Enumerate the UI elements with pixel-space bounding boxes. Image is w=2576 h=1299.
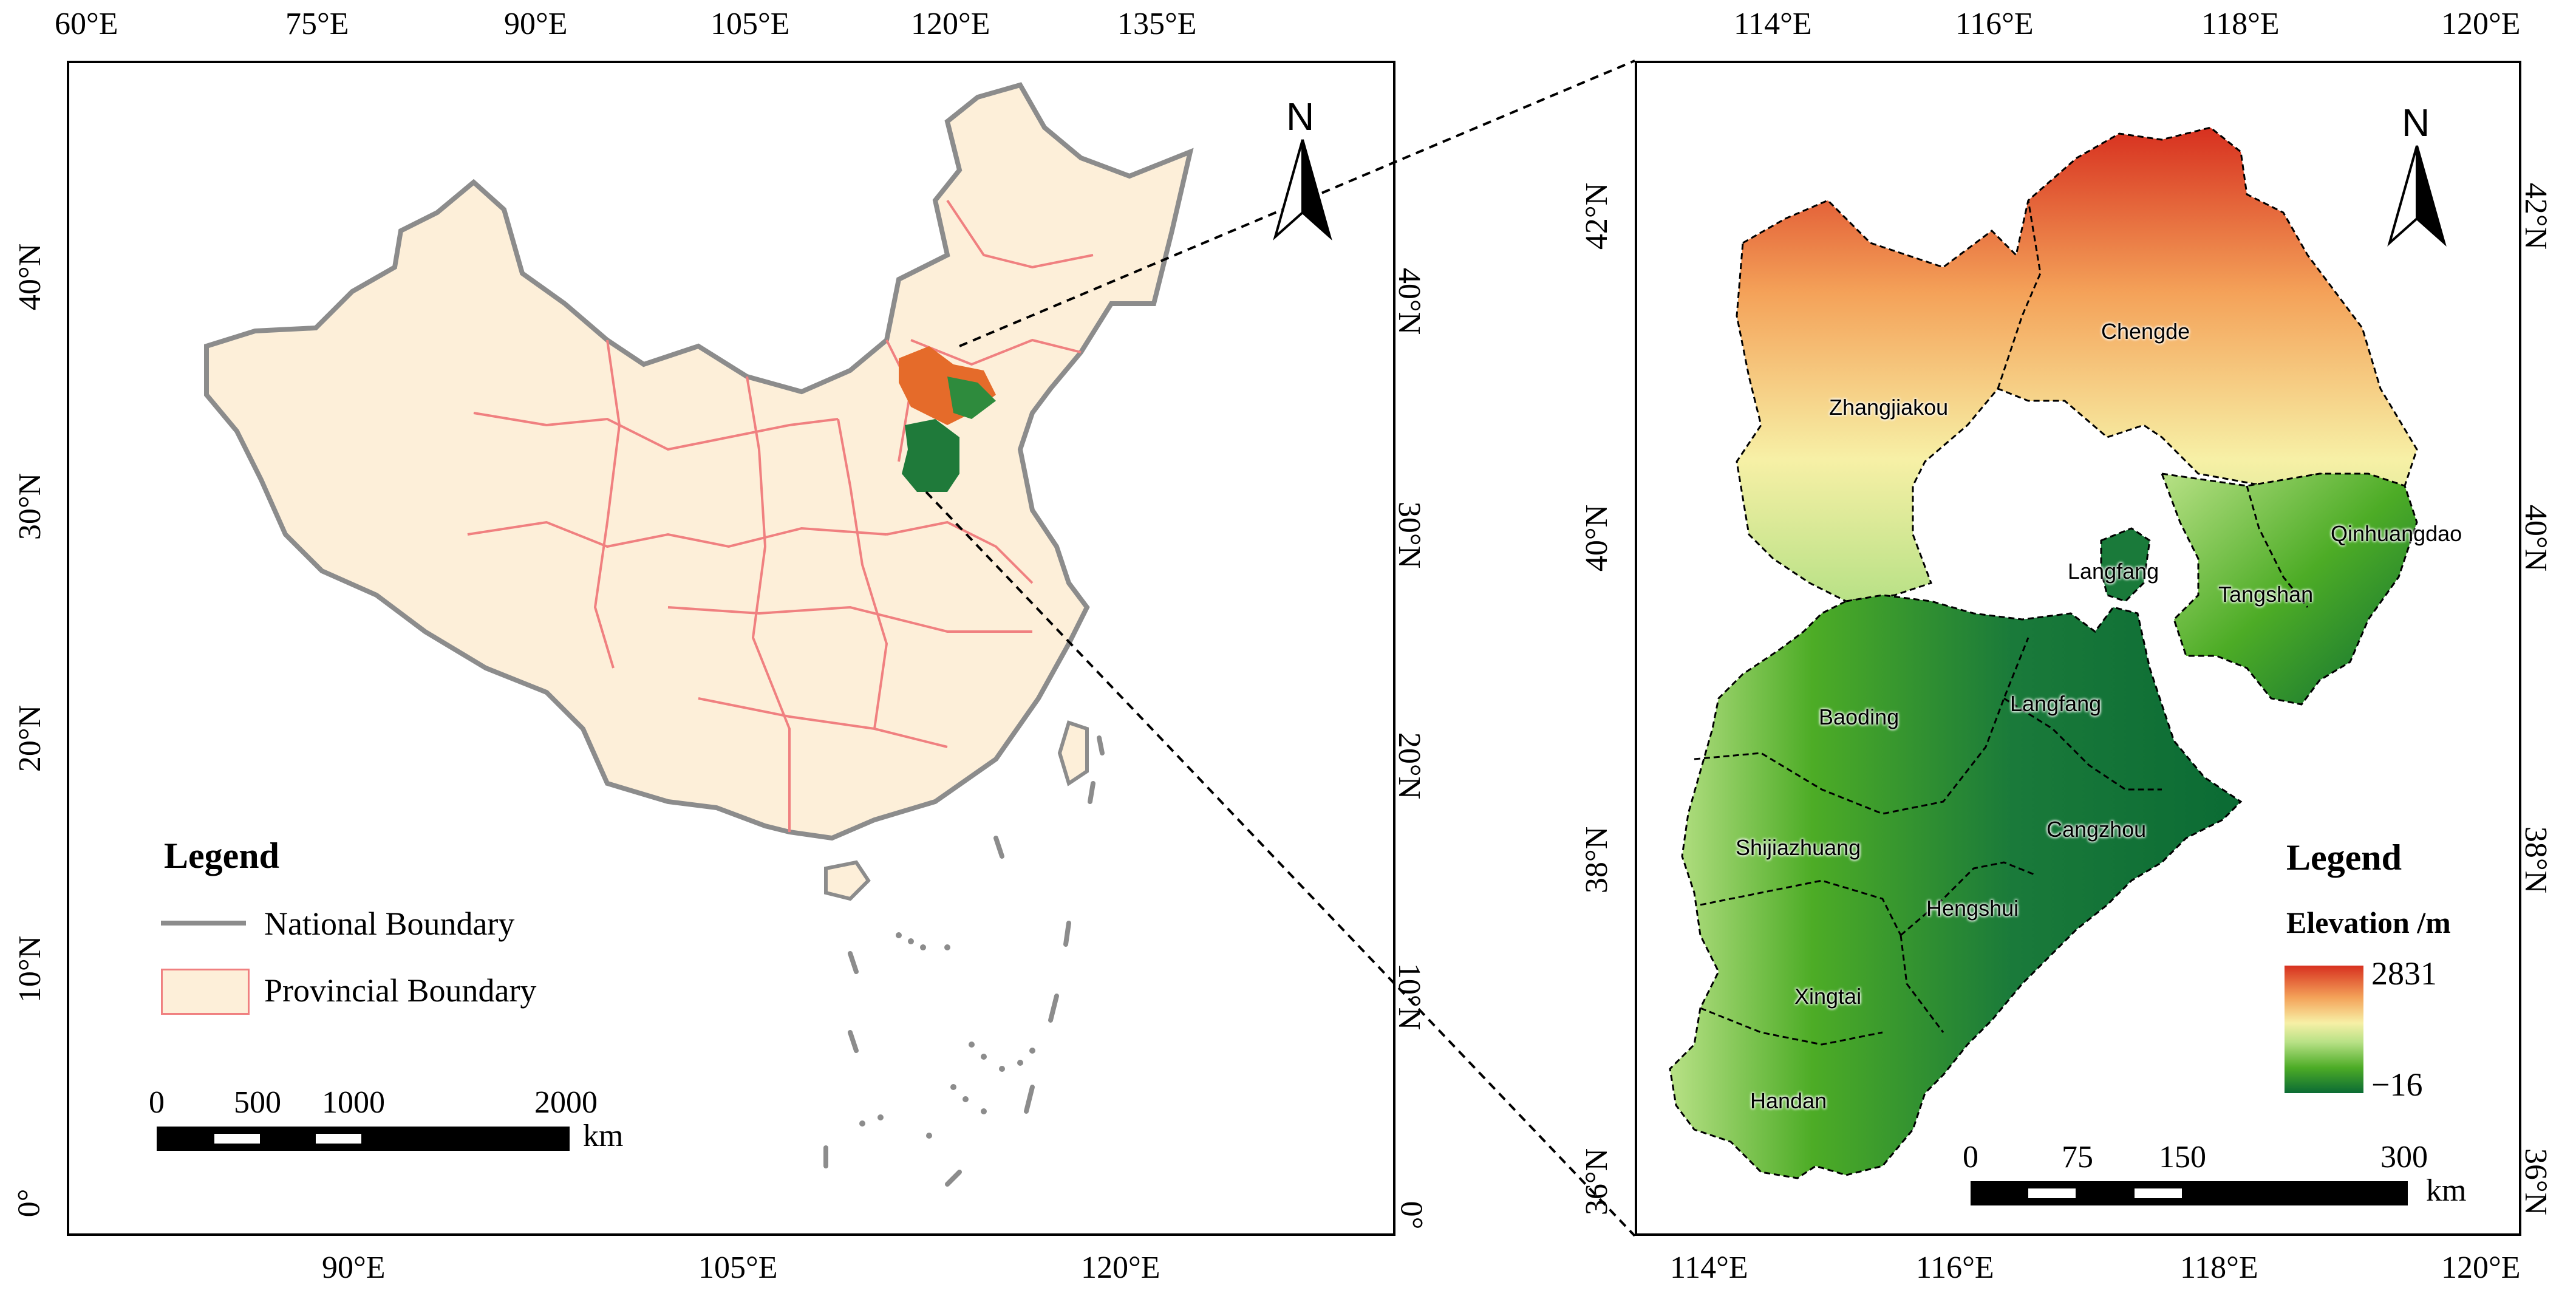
national-boundary-swatch [161, 921, 246, 926]
right-scale-bar [1971, 1181, 2408, 1205]
right-top-tick: 118°E [2201, 7, 2280, 41]
left-scale-unit: km [583, 1119, 624, 1153]
city-label: Handan [1750, 1088, 1827, 1113]
city-label: Langfang [2068, 559, 2159, 584]
north-arrow-icon [2387, 145, 2447, 247]
left-top-tick: 105°E [710, 7, 790, 41]
right-scale-label: 0 [1963, 1140, 1978, 1175]
north-arrow-icon [1273, 139, 1332, 241]
right-scale-label: 75 [2062, 1140, 2093, 1175]
right-north-label: N [2402, 101, 2430, 145]
left-top-tick: 90°E [504, 7, 568, 41]
right-legend-title: Legend [2286, 837, 2402, 878]
left-scale-label: 500 [234, 1085, 281, 1120]
left-bottom-tick: 90°E [322, 1250, 386, 1285]
right-scale-label: 300 [2380, 1140, 2428, 1175]
right-bottom-tick: 118°E [2180, 1250, 2258, 1285]
right-top-tick: 120°E [2441, 7, 2521, 41]
left-legend-title: Legend [164, 836, 280, 876]
left-top-tick: 135°E [1117, 7, 1197, 41]
left-bottom-tick: 120°E [1081, 1250, 1160, 1285]
left-top-tick: 60°E [55, 7, 118, 41]
city-label: Hengshui [1926, 896, 2019, 921]
city-label: Qinhuangdao [2331, 521, 2462, 546]
left-bottom-tick: 105°E [698, 1250, 778, 1285]
elevation-color-ramp [2285, 966, 2363, 1093]
elevation-subtitle: Elevation /m [2286, 905, 2451, 939]
city-label: Baoding [1819, 704, 1900, 729]
city-label: Cangzhou [2046, 817, 2147, 842]
elevation-max: 2831 [2371, 955, 2437, 992]
right-top-tick: 116°E [1955, 7, 2034, 41]
right-scale-label: 150 [2159, 1140, 2206, 1175]
left-north-label: N [1286, 95, 1315, 138]
national-boundary-label: National Boundary [264, 905, 515, 942]
left-scale-bar [157, 1127, 570, 1151]
city-label: Shijiazhuang [1736, 835, 1861, 860]
right-bottom-tick: 120°E [2441, 1250, 2521, 1285]
city-label: Chengde [2101, 319, 2190, 344]
city-label: Xingtai [1794, 984, 1862, 1009]
elevation-min: −16 [2371, 1066, 2423, 1103]
right-scale-unit: km [2426, 1173, 2467, 1208]
right-bottom-tick: 116°E [1916, 1250, 1994, 1285]
left-top-tick: 120°E [911, 7, 990, 41]
provincial-boundary-label: Provincial Boundary [264, 972, 537, 1009]
left-scale-label: 0 [149, 1085, 165, 1120]
left-scale-label: 2000 [534, 1085, 598, 1120]
city-label: Langfang [2010, 691, 2102, 716]
provincial-boundary-swatch [161, 969, 250, 1015]
left-top-tick: 75°E [285, 7, 349, 41]
left-scale-label: 1000 [322, 1085, 385, 1120]
right-bottom-tick: 114°E [1670, 1250, 1748, 1285]
city-label: Zhangjiakou [1829, 395, 1949, 420]
right-top-tick: 114°E [1734, 7, 1812, 41]
city-label: Tangshan [2218, 582, 2314, 607]
